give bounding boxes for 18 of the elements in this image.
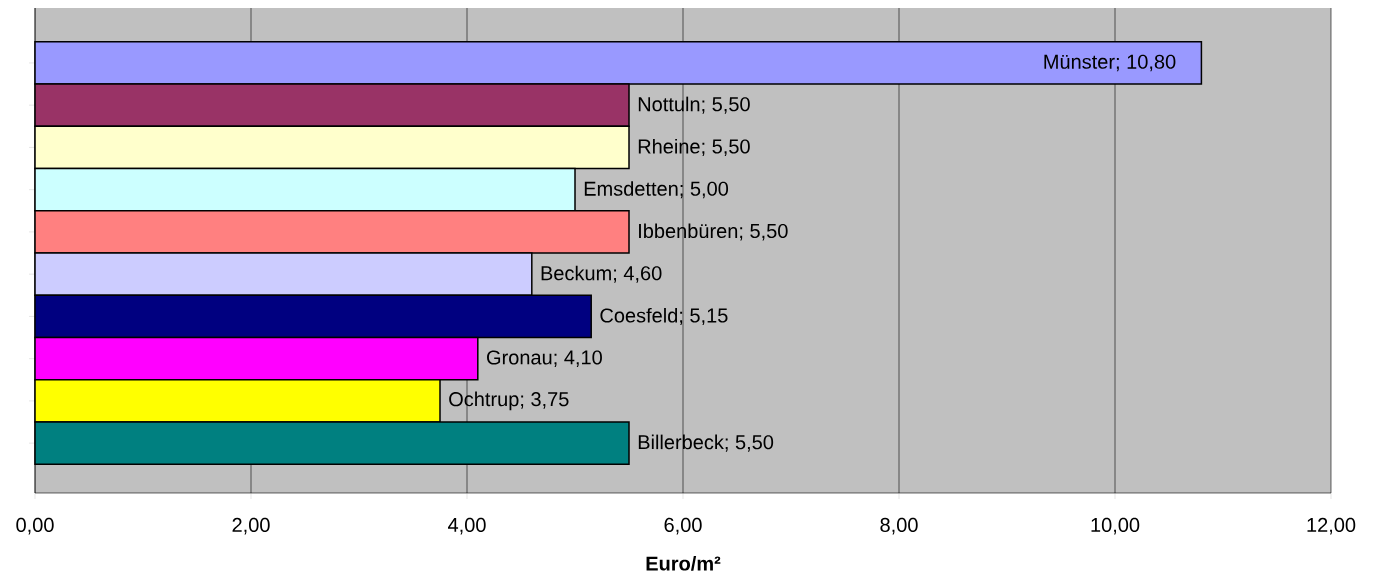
x-tick-label: 10,00 bbox=[1091, 517, 1140, 535]
data-label: Coesfeld; 5,15 bbox=[600, 307, 728, 325]
x-tick-label: 8,00 bbox=[880, 517, 918, 535]
data-label: Emsdetten; 5,00 bbox=[584, 181, 729, 199]
x-tick-label: 6,00 bbox=[664, 517, 702, 535]
data-label: Beckum; 4,60 bbox=[541, 265, 662, 283]
data-label: Ochtrup; 3,75 bbox=[449, 391, 569, 411]
data-label: Rheine; 5,50 bbox=[638, 138, 750, 156]
data-label: Gronau; 4,10 bbox=[487, 350, 602, 367]
x-tick-label: 4,00 bbox=[447, 517, 486, 535]
data-label: Ibbenbüren; 5,50 bbox=[639, 223, 788, 241]
x-tick-label: 12,00 bbox=[1307, 517, 1356, 535]
data-label: Billerbeck; 5,50 bbox=[638, 434, 774, 452]
data-label: Münster; 10,80 bbox=[1044, 54, 1176, 72]
x-tick-label: 2,00 bbox=[232, 517, 270, 535]
data-label: Nottuln; 5,50 bbox=[638, 96, 750, 114]
x-tick-label: 0,00 bbox=[16, 517, 54, 535]
x-axis-title: Euro/m² bbox=[646, 555, 721, 571]
